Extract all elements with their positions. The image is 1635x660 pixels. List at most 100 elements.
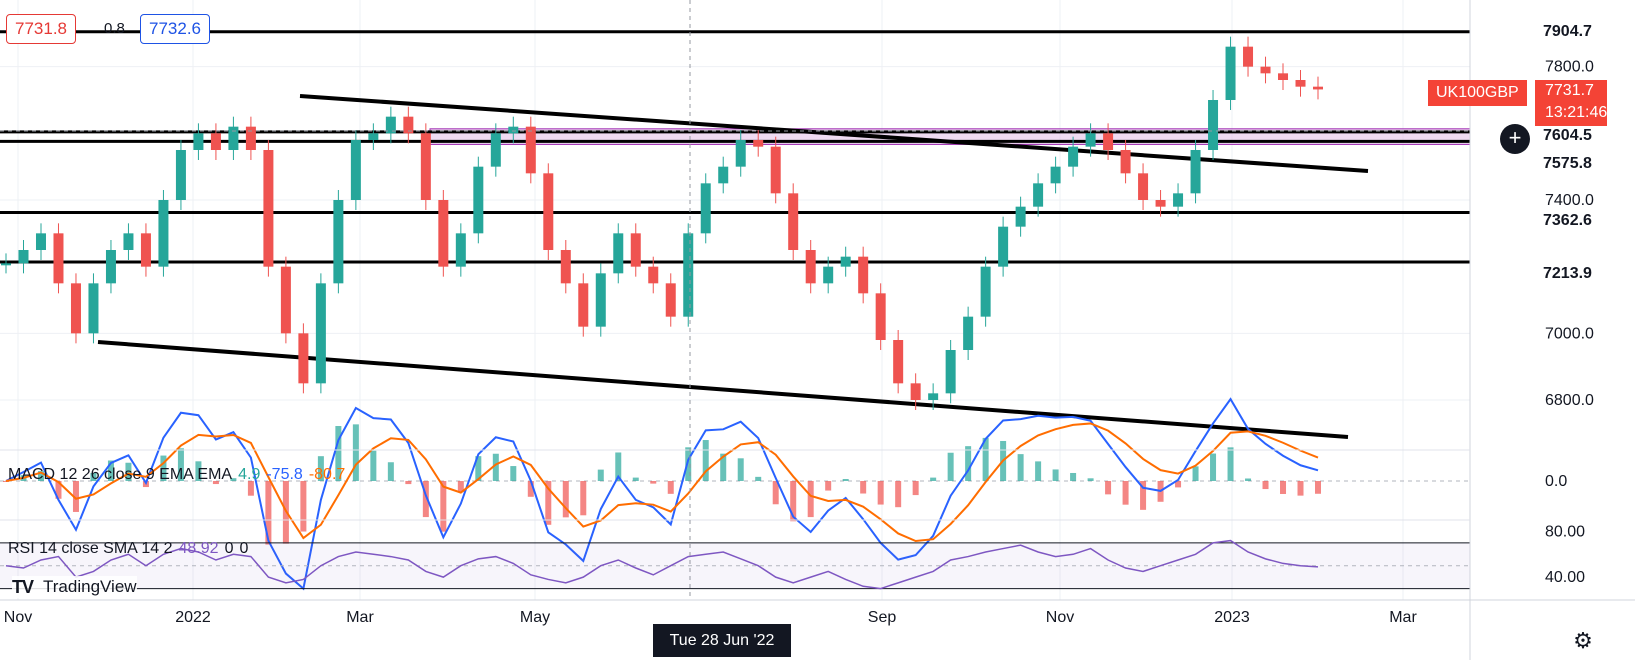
macd-histogram-bar bbox=[1070, 472, 1077, 481]
macd-histogram-bar bbox=[55, 481, 62, 499]
candle-body bbox=[420, 133, 431, 200]
macd-histogram-bar bbox=[317, 456, 324, 481]
macd-histogram-bar bbox=[300, 481, 307, 532]
macd-histogram-bar bbox=[1035, 461, 1042, 481]
candle-body bbox=[1, 263, 11, 266]
candles bbox=[1, 36, 1323, 410]
macd-tick-label: 0.0 bbox=[1545, 473, 1567, 490]
ask-price[interactable]: 7732.6 bbox=[140, 14, 210, 44]
macd-histogram-bar bbox=[790, 481, 797, 522]
time-tick-label: Nov bbox=[1046, 609, 1074, 626]
candle-body bbox=[1260, 66, 1271, 74]
macd-histogram-bar bbox=[877, 481, 884, 505]
macd-histogram-bar bbox=[107, 460, 114, 481]
candle-body bbox=[753, 140, 764, 147]
macd-legend[interactable]: MACD 12 26 close 9 EMA EMA 4.9 -75.8 -80.7 bbox=[8, 466, 351, 484]
candle-body bbox=[508, 126, 519, 134]
candle-body bbox=[823, 266, 834, 284]
rsi-legend[interactable]: RSI 14 close SMA 14 2 48.92 0 0 bbox=[8, 540, 254, 558]
candle-body bbox=[473, 166, 484, 234]
macd-title: MACD 12 26 close 9 EMA EMA bbox=[8, 466, 233, 483]
tradingview-name: TradingView bbox=[43, 577, 137, 596]
candle-body bbox=[805, 250, 816, 284]
candle-body bbox=[455, 233, 466, 267]
level-tag-7575: 7575.8 bbox=[1535, 152, 1600, 176]
macd-histogram-bar bbox=[1122, 481, 1129, 505]
candle-body bbox=[1033, 183, 1044, 207]
macd-histogram-bar bbox=[335, 426, 342, 481]
candle-body bbox=[333, 200, 344, 284]
candle-body bbox=[1295, 80, 1306, 87]
macd-histogram-bar bbox=[195, 461, 202, 481]
macd-histogram-bar bbox=[982, 437, 989, 481]
candle-body bbox=[123, 233, 134, 250]
macd-histogram-bar bbox=[720, 453, 727, 481]
candle-body bbox=[70, 283, 81, 334]
candle-body bbox=[385, 116, 396, 134]
candle-body bbox=[105, 250, 116, 284]
horizontal-levels bbox=[0, 30, 1470, 264]
macd-histogram-bar bbox=[860, 481, 867, 494]
macd-histogram-bar bbox=[1227, 447, 1234, 481]
crosshair-date-label: Tue 28 Jun '22 bbox=[653, 624, 791, 657]
tradingview-logo[interactable]: TV TradingView bbox=[12, 576, 137, 598]
candle-body bbox=[665, 283, 676, 317]
candle-body bbox=[1313, 86, 1323, 90]
candle-body bbox=[1155, 200, 1166, 207]
macd-histogram-bar bbox=[755, 476, 762, 481]
candle-body bbox=[280, 266, 291, 334]
macd-histogram-bar bbox=[1245, 478, 1252, 481]
price-tick-label: 7000.0 bbox=[1545, 325, 1594, 342]
upper-trendline bbox=[299, 94, 1369, 173]
macd-histogram-bar bbox=[3, 481, 9, 482]
time-tick-label: Mar bbox=[1389, 609, 1417, 626]
candle-body bbox=[963, 316, 974, 350]
rsi-value: 48.92 bbox=[178, 540, 219, 557]
add-alert-button[interactable]: + bbox=[1500, 124, 1530, 154]
last-price-tag: 7731.7 13:21:46 bbox=[1535, 80, 1607, 126]
rsi-tick-label: 40.00 bbox=[1545, 569, 1585, 586]
macd-histogram-bar bbox=[440, 481, 447, 532]
candle-body bbox=[403, 116, 414, 134]
spread-value: 0.8 bbox=[104, 20, 125, 37]
macd-histogram-bar bbox=[1192, 466, 1199, 481]
last-price: 7731.7 bbox=[1545, 82, 1594, 99]
candle-body bbox=[945, 350, 956, 394]
candle-body bbox=[1208, 100, 1219, 150]
candle-body bbox=[648, 266, 659, 284]
tradingview-mark: TV bbox=[12, 576, 34, 597]
candle-body bbox=[228, 126, 239, 150]
macd-histogram-bar bbox=[772, 481, 779, 505]
bid-price[interactable]: 7731.8 bbox=[6, 14, 76, 44]
candle-body bbox=[88, 283, 99, 334]
candle-body bbox=[35, 233, 46, 250]
candle-body bbox=[840, 256, 851, 267]
rsi-line bbox=[5, 539, 1319, 590]
candle-body bbox=[683, 233, 694, 317]
level-tag-7604: 7604.5 bbox=[1535, 124, 1600, 148]
macd-histogram-bar bbox=[1105, 481, 1112, 495]
settings-gear-icon[interactable]: ⚙ bbox=[1573, 628, 1593, 653]
macd-histogram-bar bbox=[405, 481, 412, 485]
macd-histogram-bar bbox=[230, 478, 237, 481]
price-tick-label: 7800.0 bbox=[1545, 59, 1594, 76]
macd-histogram-bar bbox=[422, 481, 429, 518]
candle-body bbox=[543, 173, 554, 250]
macd-panel: 0.0 bbox=[0, 397, 1567, 591]
macd-signal-value: -80.7 bbox=[308, 466, 346, 483]
macd-histogram-bar bbox=[632, 477, 639, 481]
candle-body bbox=[18, 250, 29, 264]
rsi-value-3: 0 bbox=[239, 540, 249, 557]
symbol-label: UK100GBP bbox=[1428, 80, 1527, 106]
macd-histogram-bar bbox=[177, 448, 184, 481]
macd-histogram-bar bbox=[1017, 454, 1024, 481]
candle-body bbox=[1278, 73, 1289, 80]
candle-body bbox=[1085, 133, 1096, 147]
candle-body bbox=[613, 233, 624, 274]
candle-body bbox=[718, 166, 729, 184]
price-tick-label: 7400.0 bbox=[1545, 192, 1594, 209]
macd-histogram-bar bbox=[1210, 453, 1217, 481]
candle-body bbox=[1103, 133, 1114, 150]
